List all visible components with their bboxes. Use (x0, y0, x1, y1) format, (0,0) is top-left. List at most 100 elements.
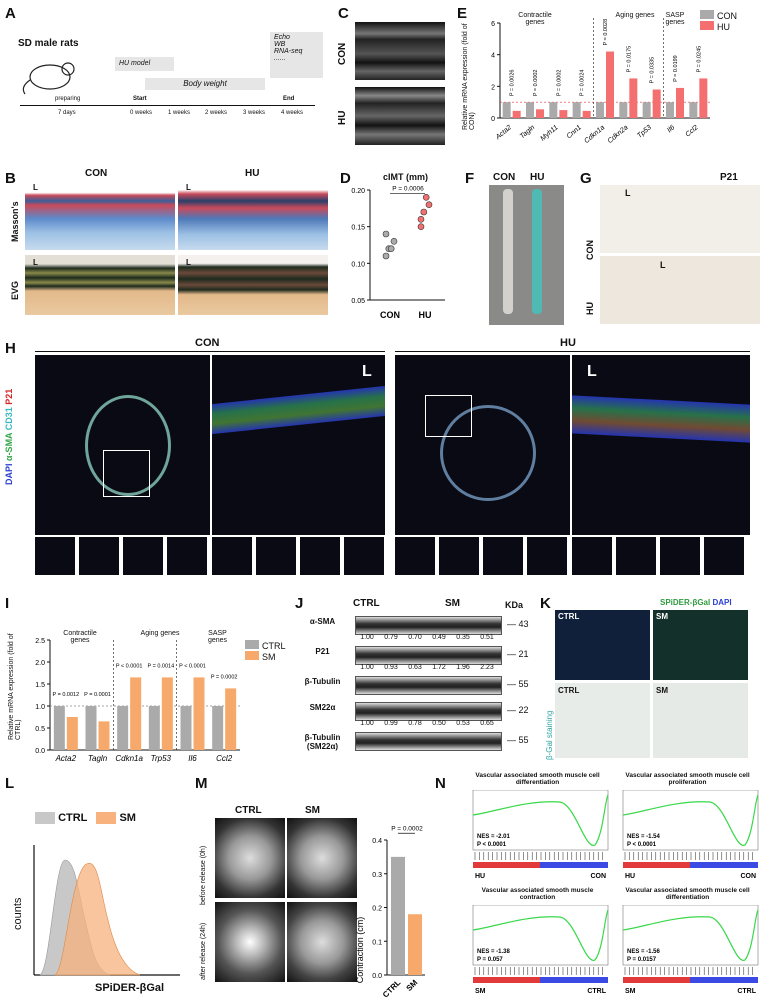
j-quant-value: 1.00 (360, 720, 374, 727)
n-right-label: CTRL (737, 988, 756, 995)
e-pvalue: P = 0.0002 (533, 69, 539, 96)
i-bar-sm (193, 677, 205, 750)
i-bar-sm (225, 688, 237, 750)
d-point (417, 216, 425, 223)
h-strip-1 (35, 537, 75, 575)
e-xtick-label: Tp53 (636, 124, 653, 140)
n-rank-bar-neg (690, 862, 758, 868)
k-ctrl-label-2: CTRL (558, 686, 580, 695)
i-group-aging: Aging genes (140, 630, 180, 637)
i-bar-sm (161, 677, 173, 750)
e-bar-hu (512, 110, 521, 118)
l-legend-sm: SM (119, 812, 136, 824)
g-title: P21 (720, 172, 738, 183)
m-ytick-label: 0.1 (372, 939, 382, 946)
e-xtick-label: Tagln (519, 124, 537, 140)
d-point (417, 223, 425, 230)
e-pvalue: P = 0.0028 (603, 19, 609, 46)
h-strip-8 (344, 537, 384, 575)
j-protein-label: P21 (315, 647, 330, 656)
d-ytick-label: 0.20 (351, 188, 365, 195)
panel-d: D cIMT (mm) 0.20 0.15 0.10 0.05 CON HU P = 0.0… (340, 160, 460, 330)
k-ctrl-label-1: CTRL (558, 612, 580, 621)
i-bar-ctrl (117, 706, 129, 750)
d-title: cIMT (mm) (383, 172, 428, 182)
m-pvalue: P = 0.0002 (391, 825, 423, 832)
e-ytick-label: 2 (491, 84, 495, 91)
d-xtick-label: CON (380, 310, 400, 320)
n-nes: NES = -1.54 (627, 834, 661, 840)
h-hu-label: HU (560, 337, 576, 349)
h-strip-13 (572, 537, 612, 575)
i-legend-ctrl-label: CTRL (262, 641, 286, 651)
d-point (387, 245, 395, 252)
e-xtick-label: Ccl2 (684, 124, 699, 138)
g-hu-label: HU (585, 302, 595, 315)
b-evg-con-image (25, 255, 175, 315)
e-legend-con-swatch (700, 10, 714, 19)
i-xtick-label: Acta2 (55, 754, 77, 763)
timeline-start: Start (133, 96, 147, 102)
j-quant-value: 0.51 (480, 634, 494, 641)
i-pvalue: P = 0.0001 (84, 692, 111, 698)
d-point (382, 252, 390, 260)
j-blot-row: β-Tubulin (SM22α) — 55 (295, 730, 540, 754)
j-blot-band (355, 732, 502, 751)
j-quant-value: 1.72 (432, 664, 446, 671)
e-legend-hu: HU (700, 21, 737, 32)
h-strip-11 (483, 537, 523, 575)
i-pvalue: P < 0.0001 (179, 663, 206, 669)
l-xlabel: SPiDER-βGal (95, 982, 165, 994)
panel-label-c: C (338, 5, 349, 22)
j-quant-value: 0.79 (384, 634, 398, 641)
h-con-label: CON (195, 337, 220, 349)
k-ctrl-stain (555, 683, 650, 758)
k-sm-label-1: SM (656, 612, 668, 621)
tick-2weeks: 2 weeks (205, 110, 228, 116)
b-masson-hu-image (178, 180, 328, 250)
panel-j: J CTRL SM KDa α-SMA — 43 1.00 0.79 0.70 0.49 0… (295, 590, 540, 765)
j-sm-label: SM (445, 598, 460, 609)
f-aorta-con (503, 189, 513, 314)
j-blot-row: SM22α — 22 1.00 0.99 0.78 0.50 0.53 0.65 (295, 700, 540, 730)
e-bar-hu (699, 78, 708, 118)
panel-label-g: G (580, 170, 592, 187)
e-bar-con (666, 102, 674, 118)
tick-3weeks: 3 weeks (243, 110, 266, 116)
j-quant-value: 1.96 (456, 664, 470, 671)
e-bar-con (549, 102, 558, 118)
panel-label-k: K (540, 595, 551, 612)
e-ytick-label: 4 (491, 53, 495, 60)
i-bar-ctrl (212, 706, 224, 750)
h-hu-zoombox (425, 395, 472, 437)
j-kda-label: KDa (505, 600, 524, 610)
panel-e: E 6 4 2 0 Acta2 P = 0.0026 Tagln P = 0.0002 Myh1… (455, 0, 765, 160)
h-con-zoom-band (212, 385, 385, 435)
j-blot-band (355, 646, 502, 665)
i-bar-sm (66, 717, 78, 750)
b-con-label: CON (85, 168, 108, 179)
n-left-label: HU (625, 873, 635, 880)
d-point (382, 230, 390, 238)
panel-b: B CON HU Masson's EVG L L L L (0, 160, 340, 320)
panel-g: G P21 CON HU L L (580, 160, 765, 325)
d-point (425, 201, 433, 208)
n-gsea-title: Vascular associated smooth muscle cell p… (625, 772, 750, 786)
b-masson-con-image (25, 180, 175, 250)
j-protein-label: α-SMA (309, 617, 336, 626)
h-channel-dapi: DAPI (4, 463, 14, 485)
m-ytick-label: 0.0 (372, 973, 382, 980)
i-legend: CTRL SM (245, 640, 286, 662)
d-ytick-label: 0.15 (351, 225, 365, 232)
k-title-spider: SPiDER-βGal (660, 598, 711, 607)
i-bar-ctrl (85, 706, 97, 750)
echo-con-label: CON (337, 42, 348, 65)
i-ytick-label: 0.5 (35, 726, 45, 733)
j-quant-value: 0.65 (480, 720, 494, 727)
e-bar-hu (629, 78, 638, 118)
n-nes: NES = -1.38 (477, 949, 511, 955)
e-bar-hu (676, 87, 684, 118)
panel-label-f: F (465, 170, 475, 187)
